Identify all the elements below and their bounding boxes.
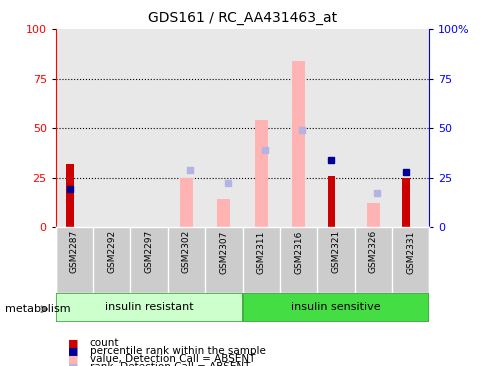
Bar	[180, 178, 193, 227]
Bar	[217, 199, 230, 227]
Text: GSM2307: GSM2307	[219, 230, 228, 274]
Bar	[242, 293, 428, 322]
Text: percentile rank within the sample: percentile rank within the sample	[90, 346, 265, 356]
Bar	[402, 178, 409, 227]
Text: count: count	[90, 338, 119, 348]
Text: metabolism: metabolism	[5, 304, 70, 314]
Text: rank, Detection Call = ABSENT: rank, Detection Call = ABSENT	[90, 362, 250, 366]
Text: GSM2302: GSM2302	[182, 230, 191, 273]
Bar	[327, 176, 334, 227]
Text: insulin sensitive: insulin sensitive	[290, 302, 380, 313]
Text: ■: ■	[68, 338, 78, 348]
Text: GSM2292: GSM2292	[107, 230, 116, 273]
Bar	[66, 164, 74, 227]
Bar	[291, 61, 304, 227]
Bar	[56, 293, 242, 322]
Text: GSM2331: GSM2331	[405, 230, 414, 274]
Bar	[366, 203, 379, 227]
Text: ■: ■	[68, 346, 78, 356]
Text: ■: ■	[68, 362, 78, 366]
Text: ■: ■	[68, 354, 78, 365]
Text: GSM2297: GSM2297	[144, 230, 153, 273]
Text: GSM2287: GSM2287	[70, 230, 79, 273]
Text: GSM2321: GSM2321	[331, 230, 340, 273]
Text: GSM2311: GSM2311	[256, 230, 265, 274]
Text: value, Detection Call = ABSENT: value, Detection Call = ABSENT	[90, 354, 255, 365]
Text: GSM2326: GSM2326	[368, 230, 377, 273]
Text: GSM2316: GSM2316	[293, 230, 302, 274]
Title: GDS161 / RC_AA431463_at: GDS161 / RC_AA431463_at	[148, 11, 336, 26]
Text: insulin resistant: insulin resistant	[105, 302, 193, 313]
Bar	[254, 120, 267, 227]
